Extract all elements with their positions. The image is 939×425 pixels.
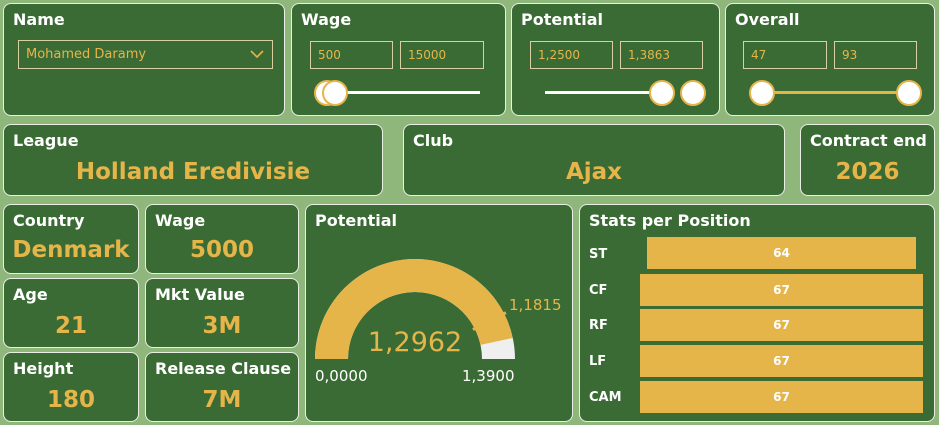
- contract-end-card: Contract end 2026: [800, 124, 935, 196]
- position-label: RF: [589, 318, 608, 333]
- potential-gauge: 1,2962 1,1815: [314, 258, 562, 359]
- gauge-value-arc: [314, 258, 513, 359]
- club-card: Club Ajax: [403, 124, 785, 196]
- potential-gauge-title: Potential: [315, 211, 398, 230]
- league-card: League Holland Eredivisie: [3, 124, 383, 196]
- gauge-target-marker: [471, 310, 507, 331]
- stats-per-position-title: Stats per Position: [589, 211, 751, 230]
- position-label: CF: [589, 283, 608, 298]
- release-clause-card: Release Clause 7M: [145, 352, 299, 422]
- wage-card: Wage 5000: [145, 204, 299, 274]
- position-bar: 67: [640, 345, 923, 377]
- position-bar: 67: [640, 274, 923, 306]
- overall-filter-card: Overall 47 93: [725, 3, 935, 116]
- overall-slider-min-handle[interactable]: [749, 80, 775, 106]
- release-clause-title: Release Clause: [155, 359, 292, 378]
- gauge-target-label: 1,1815: [509, 296, 562, 314]
- name-filter-title: Name: [13, 10, 65, 29]
- gauge-max-label: 1,3900: [462, 367, 515, 385]
- release-clause-value: 7M: [202, 387, 242, 413]
- name-filter-card: Name Mohamed Daramy: [3, 3, 285, 116]
- potential-max-input[interactable]: 1,3863: [620, 41, 703, 69]
- league-value: Holland Eredivisie: [75, 159, 311, 185]
- height-value: 180: [46, 387, 95, 413]
- league-title: League: [13, 131, 79, 150]
- age-value: 21: [54, 313, 87, 339]
- overall-filter-title: Overall: [735, 10, 800, 29]
- potential-slider-track: [545, 91, 663, 94]
- overall-slider-track: [762, 91, 910, 94]
- country-card: Country Denmark: [3, 204, 139, 274]
- height-card: Height 180: [3, 352, 139, 422]
- potential-filter-title: Potential: [521, 10, 604, 29]
- position-bar: 67: [640, 309, 923, 341]
- wage-filter-title: Wage: [301, 10, 352, 29]
- wage-slider-max-handle[interactable]: [322, 80, 348, 106]
- potential-slider-max-handle[interactable]: [680, 80, 706, 106]
- gauge-value-label: 1,2962: [367, 327, 461, 358]
- wage-card-title: Wage: [155, 211, 206, 230]
- gauge-min-label: 0,0000: [315, 367, 368, 385]
- position-label: CAM: [589, 390, 622, 405]
- potential-filter-card: Potential 1,2500 1,3863: [511, 3, 720, 116]
- chevron-down-icon: [250, 50, 264, 59]
- overall-max-input[interactable]: 93: [834, 41, 917, 69]
- country-title: Country: [13, 211, 85, 230]
- potential-gauge-card: Potential 1,2962 1,1815 0,0000 1,3900: [305, 204, 573, 422]
- club-value: Ajax: [565, 159, 623, 185]
- position-label: ST: [589, 247, 608, 262]
- age-title: Age: [13, 285, 48, 304]
- wage-max-input[interactable]: 15000: [400, 41, 484, 69]
- wage-slider-track: [332, 91, 480, 94]
- wage-card-value: 5000: [189, 237, 254, 263]
- club-title: Club: [413, 131, 454, 150]
- stats-per-position-card: Stats per Position ST 64 CF 67 RF 67 LF …: [579, 204, 935, 422]
- potential-slider-min-handle[interactable]: [649, 80, 675, 106]
- contract-end-title: Contract end: [810, 131, 927, 150]
- potential-min-input[interactable]: 1,2500: [530, 41, 613, 69]
- age-card: Age 21: [3, 278, 139, 348]
- contract-end-value: 2026: [835, 159, 900, 185]
- mkt-value-title: Mkt Value: [155, 285, 245, 304]
- overall-slider-max-handle[interactable]: [896, 80, 922, 106]
- overall-min-input[interactable]: 47: [743, 41, 827, 69]
- wage-min-input[interactable]: 500: [310, 41, 393, 69]
- name-dropdown[interactable]: Mohamed Daramy: [18, 40, 273, 69]
- mkt-value-card: Mkt Value 3M: [145, 278, 299, 348]
- wage-filter-card: Wage 500 15000: [291, 3, 506, 116]
- height-title: Height: [13, 359, 74, 378]
- country-value: Denmark: [12, 237, 130, 263]
- position-label: LF: [589, 354, 607, 369]
- name-dropdown-value: Mohamed Daramy: [26, 47, 147, 62]
- mkt-value-value: 3M: [202, 313, 242, 339]
- position-bar: 67: [640, 381, 923, 413]
- position-bar: 64: [647, 237, 916, 269]
